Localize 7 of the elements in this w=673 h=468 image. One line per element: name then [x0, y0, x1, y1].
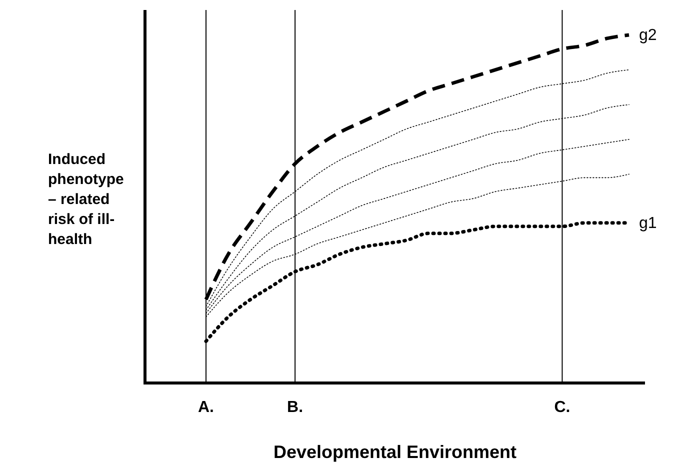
series-label: g1 [639, 214, 657, 232]
x-axis-title: Developmental Environment [273, 442, 517, 462]
x-tick-label: A. [198, 399, 214, 416]
y-axis-title: Induced phenotype – related risk of ill- health [48, 151, 124, 248]
x-tick-label: C. [554, 399, 570, 416]
x-tick-label: B. [287, 399, 304, 416]
series-label: g2 [639, 27, 657, 44]
